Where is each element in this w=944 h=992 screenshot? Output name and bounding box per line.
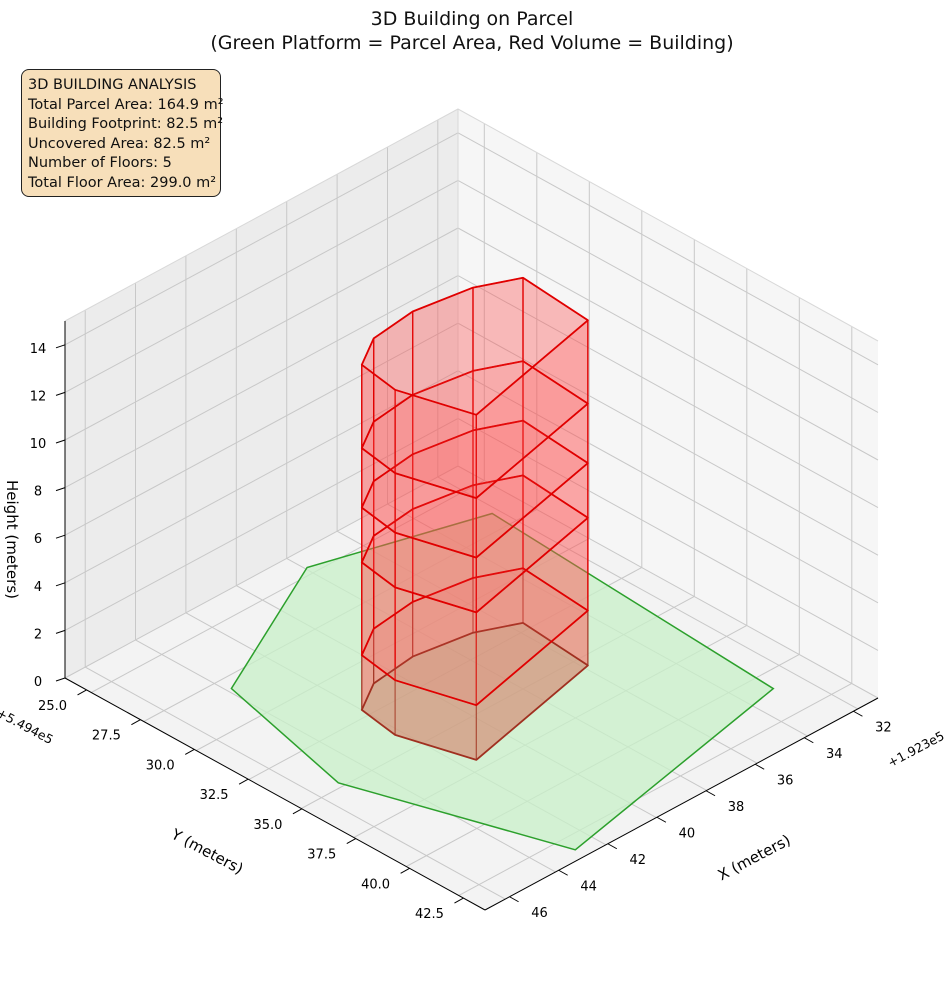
x-tick-label: 40: [679, 826, 696, 841]
x-tick: [656, 816, 667, 823]
z-axis-label: Height (meters): [3, 480, 21, 599]
building-floor-outline: [360, 567, 589, 707]
x-axis-label: X (meters): [715, 831, 794, 884]
z-tick: [55, 439, 66, 444]
z-tick: [55, 677, 66, 682]
analysis-stats-box: 3D BUILDING ANALYSIS Total Parcel Area: …: [21, 69, 224, 197]
building-floor-outline: [360, 360, 589, 500]
y-axis-label: Y (meters): [168, 825, 247, 878]
x-tick: [705, 790, 716, 797]
building-floor-outline: [360, 419, 589, 559]
z-tick: [55, 582, 66, 587]
x-tick-label: 42: [630, 853, 647, 868]
stats-line: Uncovered Area: 82.5 m²: [28, 135, 211, 152]
z-tick-label: 8: [34, 485, 42, 500]
y-tick-label: 42.5: [415, 907, 444, 922]
y-tick-label: 27.5: [92, 729, 121, 744]
z-tick-label: 4: [34, 580, 42, 595]
building-floor-outline: [360, 474, 589, 614]
x-tick: [804, 737, 814, 744]
x-tick-label: 34: [826, 747, 843, 762]
scene-geometry: [230, 276, 775, 851]
x-offset-label: +1.923e5: [885, 728, 944, 770]
y-tick-label: 40.0: [361, 877, 390, 892]
z-tick-label: 0: [34, 675, 42, 690]
y-tick-label: 30.0: [146, 758, 175, 773]
stats-line: Total Floor Area: 299.0 m²: [28, 174, 217, 191]
stats-line: Building Footprint: 82.5 m²: [28, 116, 224, 132]
y-tick: [454, 897, 464, 904]
left-wall-pane: [65, 109, 458, 678]
x-tick-label: 36: [777, 773, 794, 788]
y-tick: [400, 867, 410, 874]
chart-title: 3D Building on Parcel (Green Platform = …: [0, 7, 944, 55]
y-tick: [238, 778, 249, 785]
y-tick: [131, 719, 141, 726]
y-tick-label: 35.0: [253, 818, 282, 833]
chart-title-line-2: (Green Platform = Parcel Area, Red Volum…: [210, 32, 734, 54]
x-tick: [509, 896, 519, 903]
z-tick-label: 14: [30, 342, 47, 357]
y-tick: [77, 689, 87, 696]
y-tick: [346, 838, 357, 845]
z-tick-label: 2: [34, 627, 42, 642]
x-tick: [754, 763, 765, 770]
x-tick-label: 44: [580, 879, 597, 894]
x-axis-line: [64, 677, 486, 911]
chart-title-line-1: 3D Building on Parcel: [370, 8, 574, 30]
z-tick: [55, 534, 66, 539]
x-tick-label: 46: [531, 906, 548, 921]
y-tick-label: 25.0: [38, 699, 67, 714]
y-axis-line: [484, 697, 879, 911]
z-tick: [55, 391, 66, 396]
stats-heading: 3D BUILDING ANALYSIS: [28, 77, 197, 93]
right-wall-pane: [458, 109, 878, 698]
building-floor-outline: [360, 622, 589, 761]
building-floor-outline: [360, 276, 589, 416]
z-tick: [55, 629, 66, 634]
y-tick-label: 37.5: [307, 848, 336, 863]
z-tick: [55, 344, 66, 349]
x-tick-label: 38: [728, 800, 745, 815]
z-tick: [55, 487, 66, 492]
y-tick: [292, 808, 303, 815]
y-tick-label: 32.5: [200, 788, 229, 803]
axes: 323436384042444625.027.530.032.535.037.5…: [30, 321, 892, 922]
z-tick-label: 10: [30, 437, 47, 452]
x-tick: [558, 869, 568, 876]
y-tick: [184, 748, 195, 755]
stats-line: Number of Floors: 5: [28, 155, 172, 171]
z-tick-label: 6: [34, 532, 42, 547]
parcel-platform: [230, 512, 775, 851]
z-tick-label: 12: [30, 389, 47, 404]
stats-line: Total Parcel Area: 164.9 m²: [28, 96, 224, 113]
x-tick: [607, 843, 618, 850]
x-tick: [853, 710, 863, 717]
x-tick-label: 32: [875, 720, 892, 735]
